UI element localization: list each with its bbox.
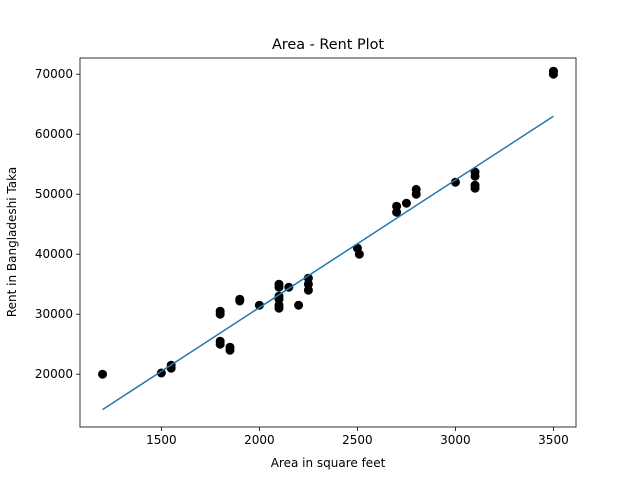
x-tick-label: 2500	[342, 433, 373, 447]
data-point	[354, 249, 364, 259]
x-tick-label: 3000	[440, 433, 471, 447]
y-tick-label: 50000	[35, 187, 73, 201]
data-point	[470, 167, 480, 177]
data-point	[98, 369, 108, 379]
data-point	[392, 201, 402, 211]
y-tick-label: 30000	[35, 307, 73, 321]
x-tick-label: 3500	[538, 433, 569, 447]
data-point	[215, 306, 225, 316]
data-point	[254, 300, 264, 310]
data-point	[548, 66, 558, 76]
y-tick-label: 70000	[35, 67, 73, 81]
data-point	[401, 198, 411, 208]
y-tick-label: 60000	[35, 127, 73, 141]
data-point	[225, 342, 235, 352]
y-tick-label: 20000	[35, 367, 73, 381]
data-point	[215, 336, 225, 346]
plot-frame	[79, 57, 577, 428]
x-tick-label: 1500	[146, 433, 177, 447]
y-tick-label: 40000	[35, 247, 73, 261]
x-axis-label: Area in square feet	[271, 456, 386, 470]
fit-line	[102, 115, 554, 411]
chart-title: Area - Rent Plot	[272, 37, 384, 53]
data-point	[303, 273, 313, 283]
data-point	[470, 180, 480, 190]
data-point	[235, 294, 245, 304]
y-axis-label: Rent in Bangladeshi Taka	[5, 167, 19, 317]
data-point	[274, 279, 284, 289]
data-point	[450, 177, 460, 187]
data-point	[294, 300, 304, 310]
data-point	[411, 184, 421, 194]
x-tick-label: 2000	[244, 433, 275, 447]
